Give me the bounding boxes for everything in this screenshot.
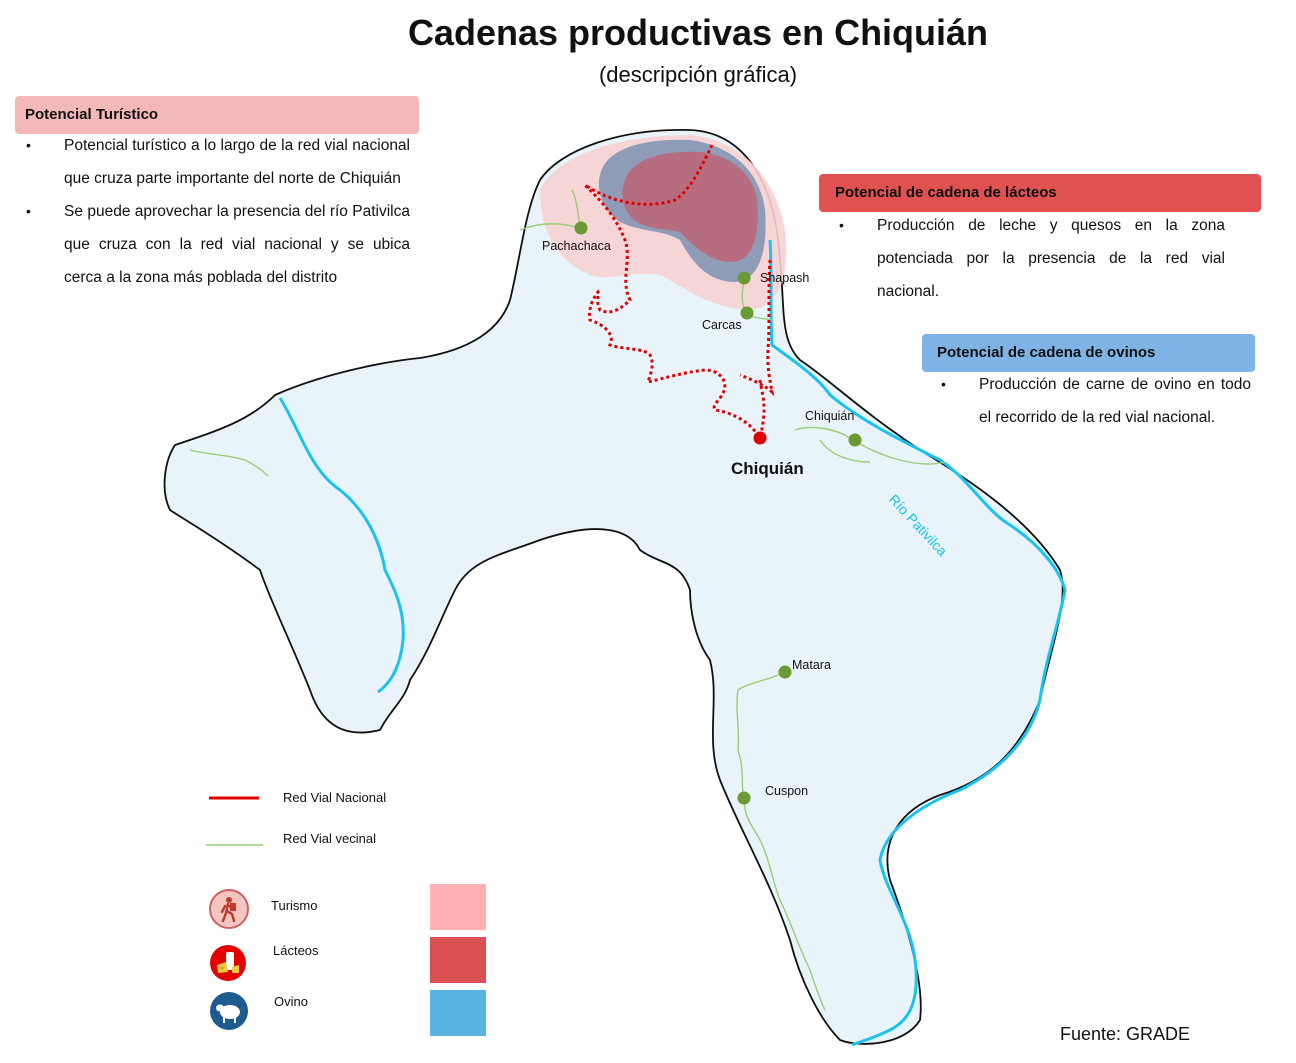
label-chiquian-capital: Chiquián <box>731 459 804 478</box>
legend-swatch-turismo <box>430 884 486 930</box>
lacteos-bullet: Producción de leche y quesos en la zona … <box>829 209 1225 308</box>
ovinos-bullet: Producción de carne de ovino en todo el … <box>931 368 1251 434</box>
ovinos-panel-heading: Potencial de cadena de ovinos <box>922 334 1255 372</box>
turismo-bullet: Potencial turístico a lo largo de la red… <box>16 129 410 195</box>
label-cuspon: Cuspon <box>765 784 808 798</box>
legend-label-ovino: Ovino <box>274 994 308 1009</box>
turismo-panel-heading: Potencial Turístico <box>15 96 419 134</box>
red-nacional-road <box>739 259 775 439</box>
red-vecinal-road <box>736 671 826 1011</box>
town-marker-matara <box>778 665 792 679</box>
town-marker-cuspon <box>737 791 751 805</box>
town-marker-shapash <box>737 271 751 285</box>
town-marker-carcas <box>740 306 754 320</box>
town-marker-pachachaca <box>574 221 588 235</box>
turismo-bullet: Se puede aprovechar la presencia del río… <box>16 195 410 294</box>
label-matara: Matara <box>792 658 831 672</box>
red-vecinal-road <box>794 426 946 465</box>
town-marker-chiquian <box>848 433 862 447</box>
lacteos-bullets: Producción de leche y quesos en la zona … <box>829 209 1225 308</box>
hiker-icon <box>209 889 249 929</box>
legend-swatch-lacteos <box>430 937 486 983</box>
legend-label-turismo: Turismo <box>271 898 318 913</box>
lacteos-zone <box>622 151 758 262</box>
lacteos-panel-heading: Potencial de cadena de lácteos <box>819 174 1261 212</box>
page-subtitle: (descripción gráfica) <box>598 62 798 87</box>
legend-label-lacteos: Lácteos <box>273 943 319 958</box>
legend-label-vecinal: Red Vial vecinal <box>283 831 376 846</box>
red-vecinal-road <box>189 449 269 477</box>
legend-swatch-ovino <box>430 990 486 1036</box>
river-pativilca <box>768 239 1067 1047</box>
label-carcas: Carcas <box>702 318 742 332</box>
label-shapash: Shapash <box>760 271 809 285</box>
label-chiquian-town: Chiquián <box>805 409 854 423</box>
milk-cheese-icon <box>210 945 246 981</box>
source-note: Fuente: GRADE <box>1060 1024 1191 1044</box>
capital-marker <box>753 431 767 445</box>
river-west <box>278 397 405 694</box>
ovinos-bullets: Producción de carne de ovino en todo el … <box>931 368 1251 434</box>
legend-label-nacional: Red Vial Nacional <box>283 790 387 805</box>
label-pachachaca: Pachachaca <box>542 239 611 253</box>
sheep-icon <box>210 992 248 1030</box>
turismo-bullets: Potencial turístico a lo largo de la red… <box>16 129 410 294</box>
page-title: Cadenas productivas en Chiquián <box>407 12 989 53</box>
